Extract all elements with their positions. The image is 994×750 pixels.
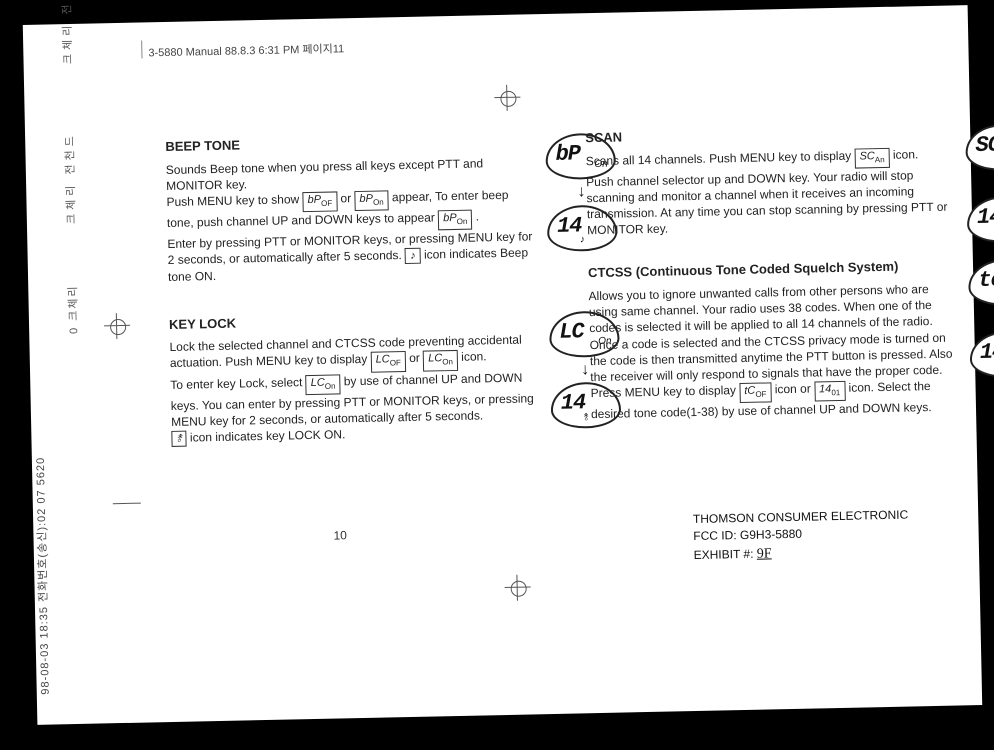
box-sub: 01	[831, 388, 840, 397]
lcd-note-icon: ♪	[580, 233, 585, 247]
lcd-big: LC	[559, 317, 584, 347]
footer-block: THOMSON CONSUMER ELECTRONIC FCC ID: G9H3…	[693, 506, 909, 566]
arrow-down-icon: ↓	[966, 172, 994, 195]
left-column: BEEP TONE Sounds Beep tone when you pres…	[165, 124, 542, 469]
box-sub: On	[373, 198, 384, 207]
beep-p1b-pre: Push MENU key to show	[166, 192, 302, 209]
ctcss-title: CTCSS (Continuous Tone Coded Squelch Sys…	[588, 257, 958, 282]
lcd-box-lc-of: LCOF	[370, 351, 406, 372]
ctcss-p1: Allows you to ignore unwanted calls from…	[588, 282, 932, 335]
ctcss-p2: Once a code is selected and the CTCSS pr…	[589, 330, 952, 384]
beep-p1a: Sounds Beep tone when you press all keys…	[166, 156, 484, 193]
beep-mid: or	[340, 191, 354, 205]
kl-p3-post: icon indicates key LOCK ON.	[190, 427, 346, 444]
box-text: LC	[311, 376, 325, 388]
lcd-big: 14	[980, 338, 994, 368]
lcd-big: 14	[977, 202, 994, 232]
fccid-label: FCC ID:	[693, 528, 740, 543]
registration-mark-top	[494, 85, 521, 112]
page-header: 3-5880 Manual 88.8.3 6:31 PM 페이지11	[148, 40, 344, 60]
margin-dash	[113, 503, 141, 505]
korean-margin-1: 크체리 전천크립	[54, 0, 75, 64]
lcd-box-lc-on-2: LCOn	[306, 374, 341, 395]
lock-icon-box: ⥉	[171, 431, 187, 447]
right-column: SCAN Scans all 14 channels. Push MENU ke…	[585, 115, 962, 444]
lcd-14-sc: 14 SC	[967, 195, 994, 242]
box-sub: OF	[755, 390, 766, 399]
exhibit-label: EXHIBIT #:	[694, 546, 757, 561]
lcd-box-bp-of: bPOF	[302, 191, 337, 212]
lcd-14-1: 14 1	[969, 331, 994, 378]
korean-margin-2: 크체리 전천드	[60, 64, 79, 224]
lcd-box-bp-on-2: bPOn	[438, 210, 473, 231]
section-ctcss: CTCSS (Continuous Tone Coded Squelch Sys…	[588, 257, 961, 423]
box-text: LC	[376, 354, 390, 366]
box-text: 14	[819, 383, 831, 395]
lcd-box-sc-an: SCAn	[854, 147, 889, 168]
box-text: LC	[428, 353, 442, 365]
box-sub: On	[457, 217, 468, 226]
box-sub: OF	[390, 359, 401, 368]
exhibit-value: 9F	[757, 546, 772, 561]
beep-title: BEEP TONE	[165, 130, 535, 155]
lcd-big: SC	[975, 131, 994, 161]
ctcss-mid: icon or	[775, 382, 815, 397]
scan-body: Scans all 14 channels. Push MENU key to …	[586, 145, 958, 239]
registration-mark-left	[104, 313, 131, 340]
lcd-box-lc-on: LCOn	[423, 350, 458, 371]
box-text: bP	[359, 193, 373, 205]
lcd-big: 14	[561, 389, 586, 419]
box-sub: An	[875, 155, 885, 164]
ctcss-lcd-stack: tc OF ↓ 14 1	[968, 259, 994, 378]
scanned-page: 98-08-03 18:35 전화번호(송신):02 07 5620 크체리 전…	[23, 5, 982, 725]
section-scan: SCAN Scans all 14 channels. Push MENU ke…	[585, 121, 957, 238]
scan-end: icon.	[893, 147, 919, 162]
lcd-tc-of: tc OF	[968, 259, 994, 306]
box-sub: On	[442, 358, 453, 367]
keylock-body: Lock the selected channel and CTCSS code…	[169, 331, 541, 447]
box-sub: OF	[321, 199, 332, 208]
kl-end: icon.	[461, 350, 487, 365]
box-sub: On	[325, 381, 336, 390]
fccid-value: G9H3-5880	[740, 527, 802, 542]
scan-p1-pre: Scans all 14 channels. Push MENU key to …	[586, 148, 855, 168]
korean-margin-3: 0 크체리	[64, 274, 81, 334]
binding-mark	[141, 40, 146, 58]
footer-exhibit: EXHIBIT #: 9F	[693, 541, 909, 566]
keylock-title: KEY LOCK	[169, 308, 539, 333]
beep-end: .	[475, 210, 479, 224]
lcd-box-tc-of: tCOF	[739, 383, 772, 404]
kl-p2-pre: To enter key Lock, select	[170, 375, 306, 392]
scan-p2: Push channel selector up and DOWN key. Y…	[586, 168, 948, 237]
box-text: bP	[443, 212, 457, 224]
registration-mark-bottom	[504, 574, 531, 601]
ctcss-body: Allows you to ignore unwanted calls from…	[588, 280, 961, 422]
box-text: SC	[859, 150, 875, 162]
section-key-lock: KEY LOCK Lock the selected channel and C…	[169, 308, 542, 447]
lcd-box-bp-on: bPOn	[354, 190, 389, 211]
box-text: bP	[307, 194, 321, 206]
lcd-sc-an: SC An	[965, 124, 994, 171]
note-icon-box: ♪	[405, 248, 421, 264]
fax-header-vertical: 98-08-03 18:35 전화번호(송신):02 07 5620	[28, 295, 52, 695]
lcd-box-14-01: 1401	[814, 381, 846, 402]
lcd-lock-icon: ⥉	[584, 411, 589, 425]
scan-title: SCAN	[585, 121, 955, 146]
lcd-big: 14	[557, 211, 582, 241]
ctcss-p3-pre: Press MENU key to display	[590, 383, 739, 400]
kl-mid: or	[409, 351, 423, 365]
section-beep-tone: BEEP TONE Sounds Beep tone when you pres…	[165, 130, 538, 285]
arrow-down-icon: ↓	[969, 307, 994, 330]
lcd-big: tc	[978, 266, 994, 296]
beep-body: Sounds Beep tone when you press all keys…	[166, 154, 539, 286]
scan-lcd-stack: SC An ↓ 14 SC	[965, 124, 994, 243]
box-text: tC	[744, 385, 755, 397]
lcd-big: bP	[555, 139, 580, 169]
page-number: 10	[333, 528, 347, 542]
